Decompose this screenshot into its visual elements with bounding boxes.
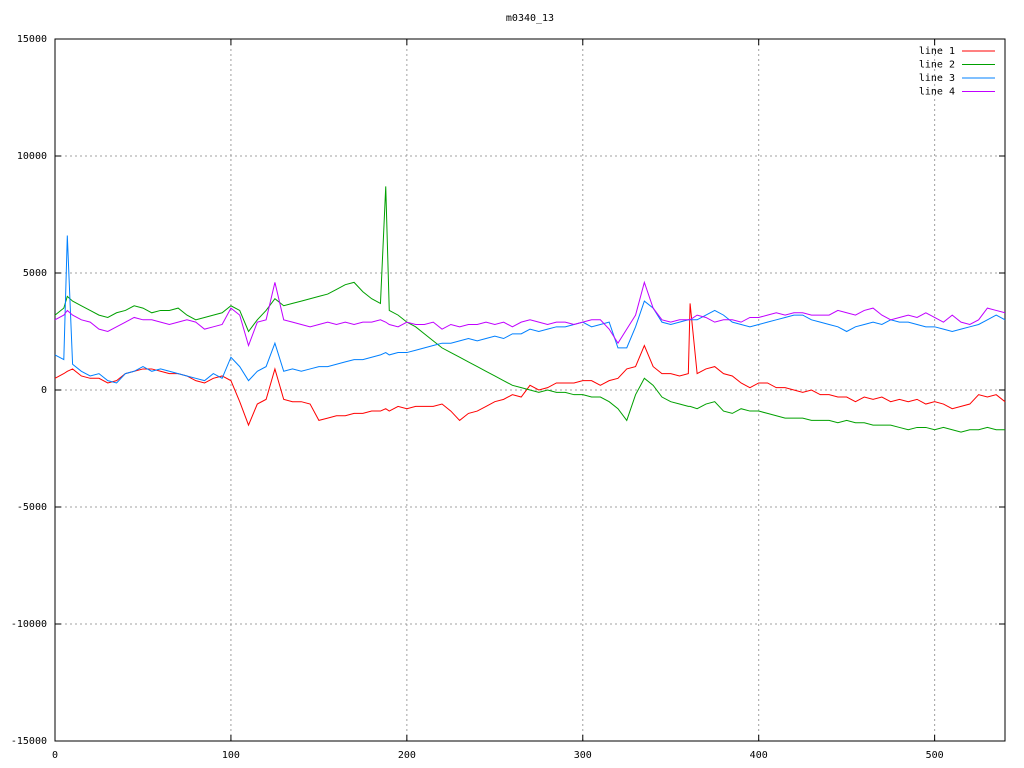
x-tick-label: 100 xyxy=(222,750,240,761)
data-line xyxy=(54,280,1006,348)
y-tick-label: -15000 xyxy=(11,736,47,747)
x-tick-label: 0 xyxy=(52,750,58,761)
chart-title: m0340_13 xyxy=(506,13,554,24)
y-tick-label: -10000 xyxy=(11,619,47,630)
data-line xyxy=(54,303,1006,427)
data-line xyxy=(54,235,1006,384)
x-tick-label: 300 xyxy=(574,750,592,761)
y-tick-label: 5000 xyxy=(23,268,47,279)
y-tick-label: 0 xyxy=(41,385,47,396)
x-tick-label: 400 xyxy=(750,750,768,761)
y-tick-label: -5000 xyxy=(17,502,47,513)
legend-label: line 1 xyxy=(919,46,955,57)
legend-label: line 2 xyxy=(919,60,955,71)
legend-label: line 3 xyxy=(919,73,955,84)
plot-frame xyxy=(54,38,1006,742)
y-tick-label: 15000 xyxy=(17,34,47,45)
y-tick-label: 10000 xyxy=(17,151,47,162)
data-line xyxy=(54,186,1005,433)
legend-label: line 4 xyxy=(919,87,955,98)
x-tick-label: 500 xyxy=(926,750,944,761)
x-tick-label: 200 xyxy=(398,750,416,761)
